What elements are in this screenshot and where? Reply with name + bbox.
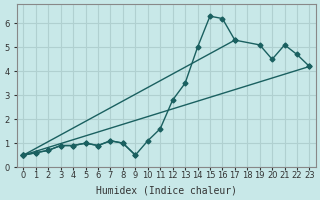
X-axis label: Humidex (Indice chaleur): Humidex (Indice chaleur) (96, 186, 237, 196)
